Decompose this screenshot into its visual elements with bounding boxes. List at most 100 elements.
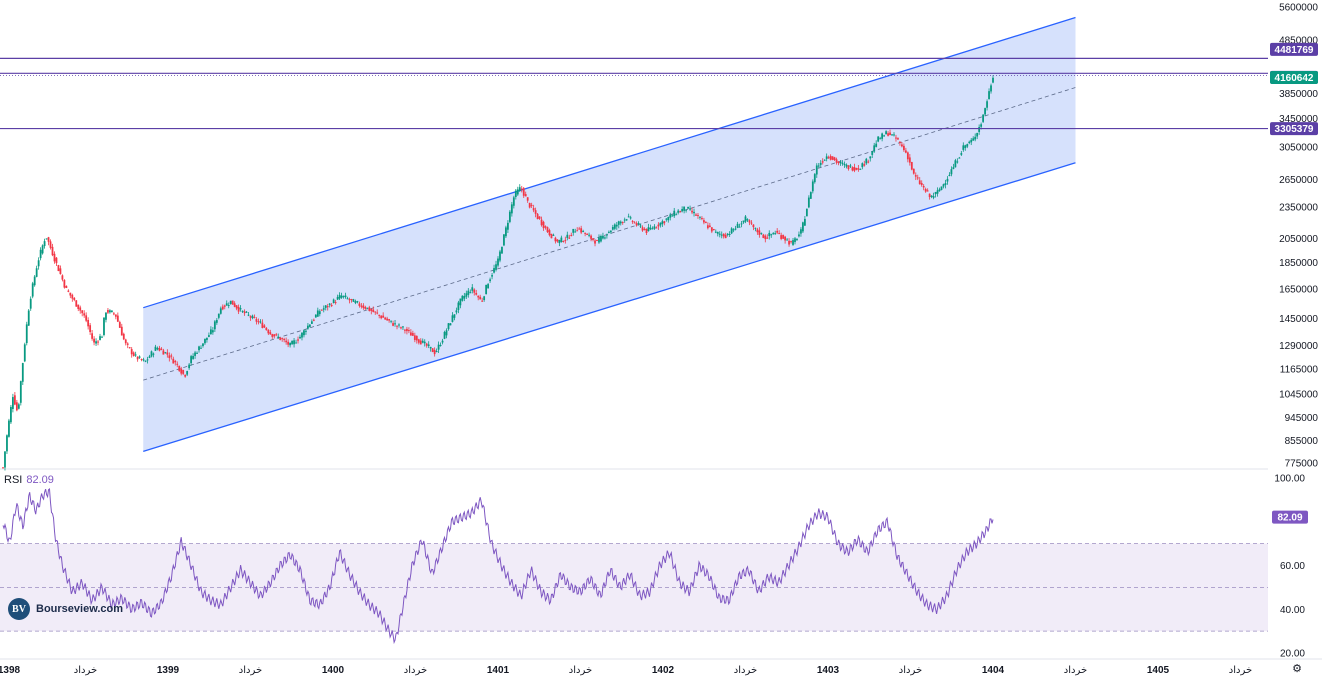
candle-up [932,196,935,198]
candle-down [273,334,276,337]
candle-up [485,284,488,295]
candle-down [657,224,660,227]
channel-lower-line[interactable] [143,162,1076,453]
candle-up [138,356,141,358]
candle-down [433,349,436,355]
candle-up [366,307,369,309]
candle-up [33,276,36,286]
candle-down [49,241,52,248]
candle-up [639,225,642,227]
candle-down [928,193,931,198]
candle-up [23,344,26,362]
candle-down [178,365,181,371]
candle-up [101,336,103,338]
candle-down [132,352,135,357]
candle-up [726,233,729,235]
candle-up [150,351,153,357]
candle-down [528,203,531,208]
candle-down [538,216,541,219]
candle-down [918,180,921,184]
candle-up [17,404,20,409]
channel-upper-line[interactable] [143,16,1076,309]
candle-down [562,240,565,242]
candle-down [532,208,535,211]
candle-up [970,139,973,143]
candle-down [360,305,363,307]
time-month-label: خرداد [1064,665,1087,676]
candle-up [823,159,826,161]
candle-down [69,292,72,296]
candle-up [952,167,955,170]
horizontal-levels[interactable] [0,57,1268,130]
candle-up [10,406,12,423]
candle-down [87,320,90,327]
candle-up [600,235,602,242]
level-4481769-badge-label: 4481769 [1275,45,1314,56]
candle-down [382,315,385,318]
candle-down [857,168,860,170]
regression-channel[interactable] [143,16,1076,453]
candle-up [439,345,442,347]
gear-icon[interactable]: ⚙ [1292,663,1302,675]
candle-up [338,295,341,299]
candle-up [774,233,777,235]
candle-down [922,186,925,188]
candle-down [279,337,282,340]
time-month-label: خرداد [1229,665,1252,676]
candle-down [790,241,792,243]
candle-down [705,222,707,224]
candle-up [487,284,489,289]
candle-up [390,320,392,322]
candle-up [493,268,495,273]
candle-up [437,344,440,350]
candle-down [752,224,755,228]
candle-up [95,341,97,344]
candle-down [833,157,836,161]
candle-down [540,219,543,226]
last-price-badge[interactable] [1270,71,1318,85]
candle-up [340,295,343,298]
candle-up [940,186,943,190]
candle-up [31,283,34,297]
candle-up [483,296,486,301]
candle-up [982,114,984,122]
candle-down [287,341,290,345]
level-3305379-badge[interactable] [1270,122,1318,136]
candle-down [126,343,129,345]
price-axis[interactable]: 5600000 4850000 3850000 3450000 3050000 26500… [1270,3,1318,470]
candle-down [534,210,537,214]
candle-up [239,308,242,310]
level-4481769-badge[interactable] [1270,42,1318,56]
candle-up [617,221,620,225]
candle-up [885,131,887,135]
candle-up [968,141,971,144]
candle-down [479,296,482,300]
candle-down [477,295,480,298]
candle-up [811,181,814,192]
candle-up [202,343,204,347]
candle-down [631,221,634,223]
candle-down [697,215,699,217]
candle-up [251,315,254,319]
candle-down [255,319,258,322]
candle-up [841,162,844,164]
candle-up [946,178,949,182]
candle-up [976,132,979,137]
candle-up [958,157,961,159]
candle-up [146,359,149,361]
candle-up [336,297,339,300]
channel-mid-line[interactable] [143,87,1076,381]
candle-down [853,166,856,171]
candle-up [453,314,456,318]
candle-down [358,303,361,306]
candle-down [788,240,790,245]
candle-down [415,336,418,341]
candle-up [673,210,676,217]
time-axis[interactable]: 1398 خرداد 1399 خرداد 1400 خرداد 1401 خرداد 1402… [0,665,1252,676]
candles-layer [2,75,994,471]
candle-up [322,308,325,310]
candle-down [780,235,783,239]
watermark-text: Bourseview.com [36,603,124,615]
candle-up [938,189,941,192]
